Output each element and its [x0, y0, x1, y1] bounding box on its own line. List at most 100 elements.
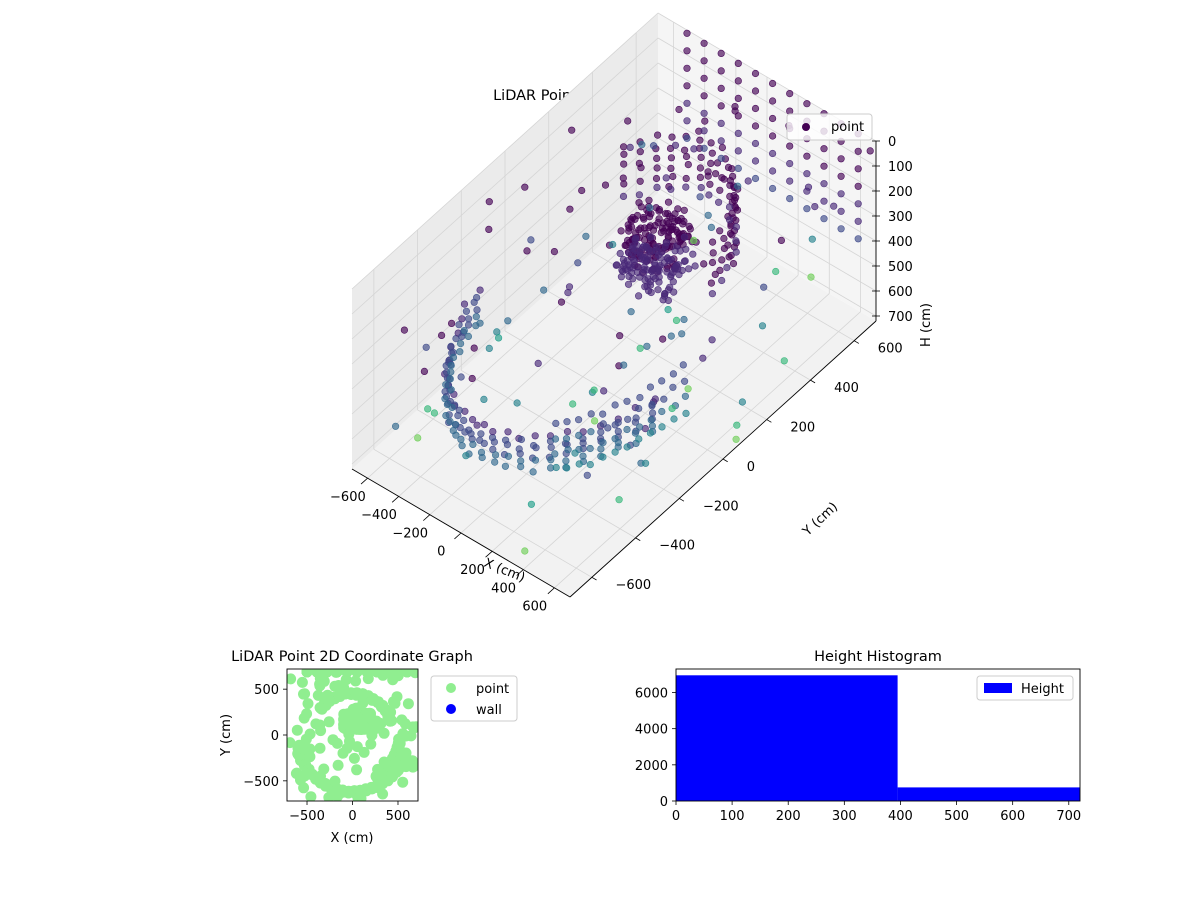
point-3d — [669, 383, 677, 391]
tick-x — [454, 532, 462, 540]
tick-label-hist-y: 2000 — [635, 759, 668, 774]
point-2d — [347, 703, 359, 715]
chart-3d-legend: point — [786, 113, 873, 141]
tick-label-y: 200 — [790, 420, 815, 435]
point-3d — [469, 440, 477, 449]
point-3d — [708, 290, 717, 298]
point-3d — [492, 451, 500, 459]
point-3d — [683, 117, 691, 125]
tick-y — [635, 537, 641, 541]
grid-floor-y — [635, 212, 855, 342]
histogram-bar — [676, 675, 898, 801]
point-2d — [301, 669, 313, 678]
point-3d — [631, 429, 640, 437]
point-3d — [472, 322, 480, 330]
tick-label-hist-x: 400 — [888, 809, 913, 824]
point-3d — [452, 431, 460, 439]
histogram-axes: 0 100 200 300 400 500 600 700 0 2000 4000 6000 — [635, 687, 1081, 825]
point-3d — [477, 430, 485, 438]
point-3d — [619, 192, 628, 200]
point-3d — [599, 439, 607, 447]
point-3d — [473, 421, 481, 429]
point-3d — [447, 342, 455, 351]
point-3d — [649, 142, 658, 150]
grid-left-z — [351, 37, 659, 315]
point-3d — [672, 261, 681, 270]
point-2d — [389, 697, 401, 709]
point-3d — [623, 397, 631, 405]
point-3d — [638, 141, 646, 149]
point-3d — [820, 197, 828, 205]
grid-floor-x — [554, 311, 861, 589]
tick-label-hist-y: 4000 — [635, 723, 668, 738]
tick-label-x: 400 — [491, 581, 516, 596]
point-3d — [837, 172, 845, 180]
point-3d — [707, 279, 716, 287]
point-3d — [609, 240, 617, 249]
point-3d — [717, 154, 725, 162]
chart-2d-legend-marker-point — [446, 683, 456, 693]
point-3d — [470, 344, 478, 352]
point-3d — [820, 145, 828, 153]
point-3d — [636, 344, 644, 352]
point-3d — [671, 141, 680, 149]
point-3d — [527, 500, 536, 508]
point-3d — [668, 225, 676, 233]
point-3d — [447, 362, 455, 370]
point-3d — [587, 410, 595, 418]
point-2d — [358, 721, 370, 733]
tick-label-hist-x: 200 — [776, 809, 801, 824]
point-2d — [329, 680, 341, 692]
tick-x — [485, 550, 493, 558]
point-3d — [414, 434, 422, 442]
point-3d — [704, 211, 712, 219]
point-3d — [690, 145, 698, 153]
point-3d — [708, 258, 717, 267]
point-3d — [768, 79, 777, 88]
point-3d — [620, 180, 628, 188]
point-3d — [734, 129, 742, 137]
point-3d — [574, 259, 582, 267]
point-3d — [648, 402, 656, 410]
point-3d — [627, 308, 635, 316]
point-2d — [348, 752, 360, 764]
point-3d — [685, 222, 693, 230]
tick-label-hist-y: 6000 — [635, 687, 668, 702]
point-3d — [718, 276, 726, 285]
point-2d — [312, 689, 324, 701]
point-2d — [377, 788, 389, 800]
point-3d — [631, 418, 640, 426]
point-3d — [600, 387, 608, 395]
point-3d — [672, 316, 681, 325]
point-3d — [734, 164, 742, 172]
point-3d — [635, 435, 643, 443]
grid-back-z — [657, 62, 877, 192]
point-3d — [854, 147, 862, 155]
chart-2d-axes: −500 0 500 −500 0 500 — [243, 683, 410, 824]
tick-label-y: 400 — [834, 381, 859, 396]
tick-label-hist-x: 500 — [944, 809, 969, 824]
point-3d — [447, 386, 455, 394]
tick-label-hist-y: 0 — [660, 795, 668, 810]
point-3d — [663, 254, 672, 262]
point-3d — [716, 186, 724, 194]
point-2d — [323, 716, 335, 728]
point-3d — [716, 266, 724, 275]
chart-2d-ylabel: Y (cm) — [219, 714, 234, 757]
point-3d — [714, 198, 723, 206]
point-3d — [658, 377, 666, 385]
point-2d — [389, 757, 401, 769]
histogram-legend-box — [976, 675, 1074, 701]
point-3d — [636, 148, 644, 156]
point-3d — [461, 428, 469, 436]
point-3d — [550, 248, 559, 256]
tick-label-2d-y: 0 — [271, 729, 279, 744]
point-3d — [700, 92, 708, 100]
point-3d — [636, 394, 644, 402]
point-3d — [469, 416, 477, 424]
point-3d — [786, 177, 794, 185]
point-3d — [523, 247, 531, 255]
point-3d — [647, 288, 655, 297]
point-2d — [330, 669, 342, 678]
point-2d — [314, 680, 326, 692]
